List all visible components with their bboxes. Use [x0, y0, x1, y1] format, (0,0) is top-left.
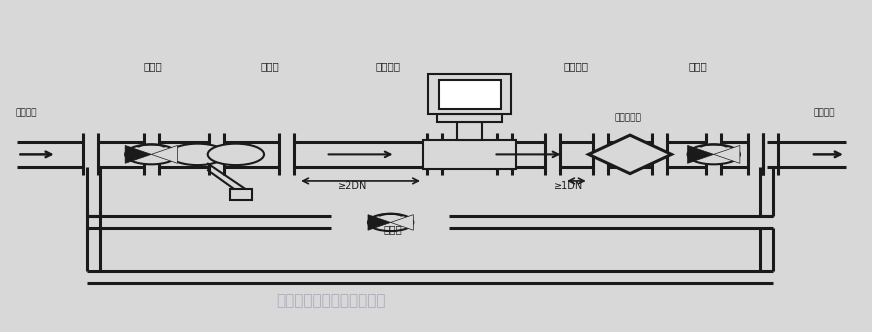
Polygon shape	[126, 145, 152, 163]
Text: 钢制伸缩器: 钢制伸缩器	[615, 113, 641, 123]
Text: ≥2DN: ≥2DN	[338, 181, 368, 191]
Text: ≥1DN: ≥1DN	[554, 181, 583, 191]
Polygon shape	[713, 145, 739, 163]
Circle shape	[208, 144, 264, 165]
Polygon shape	[589, 135, 671, 174]
Polygon shape	[152, 145, 177, 163]
Polygon shape	[391, 215, 413, 230]
Circle shape	[687, 144, 739, 164]
Text: 介质流向: 介质流向	[814, 108, 835, 118]
Bar	[439, 80, 501, 109]
Text: 介质流向: 介质流向	[16, 108, 37, 118]
Circle shape	[169, 144, 226, 165]
Text: 前直管段: 前直管段	[376, 61, 400, 71]
Text: 旁通阀: 旁通阀	[383, 224, 402, 234]
Text: 后阀门: 后阀门	[688, 61, 707, 71]
Polygon shape	[687, 145, 713, 163]
Bar	[457, 122, 481, 140]
Circle shape	[126, 144, 177, 164]
Text: 过滤器: 过滤器	[261, 61, 280, 71]
Bar	[437, 114, 502, 122]
Text: 前阀门: 前阀门	[143, 61, 162, 71]
Text: 后直管段: 后直管段	[563, 61, 588, 71]
Bar	[423, 140, 516, 169]
Bar	[230, 189, 252, 200]
Bar	[428, 74, 511, 114]
Circle shape	[368, 214, 413, 231]
Polygon shape	[368, 215, 391, 230]
Text: 青岛万安电子技术有限公司: 青岛万安电子技术有限公司	[276, 293, 386, 308]
